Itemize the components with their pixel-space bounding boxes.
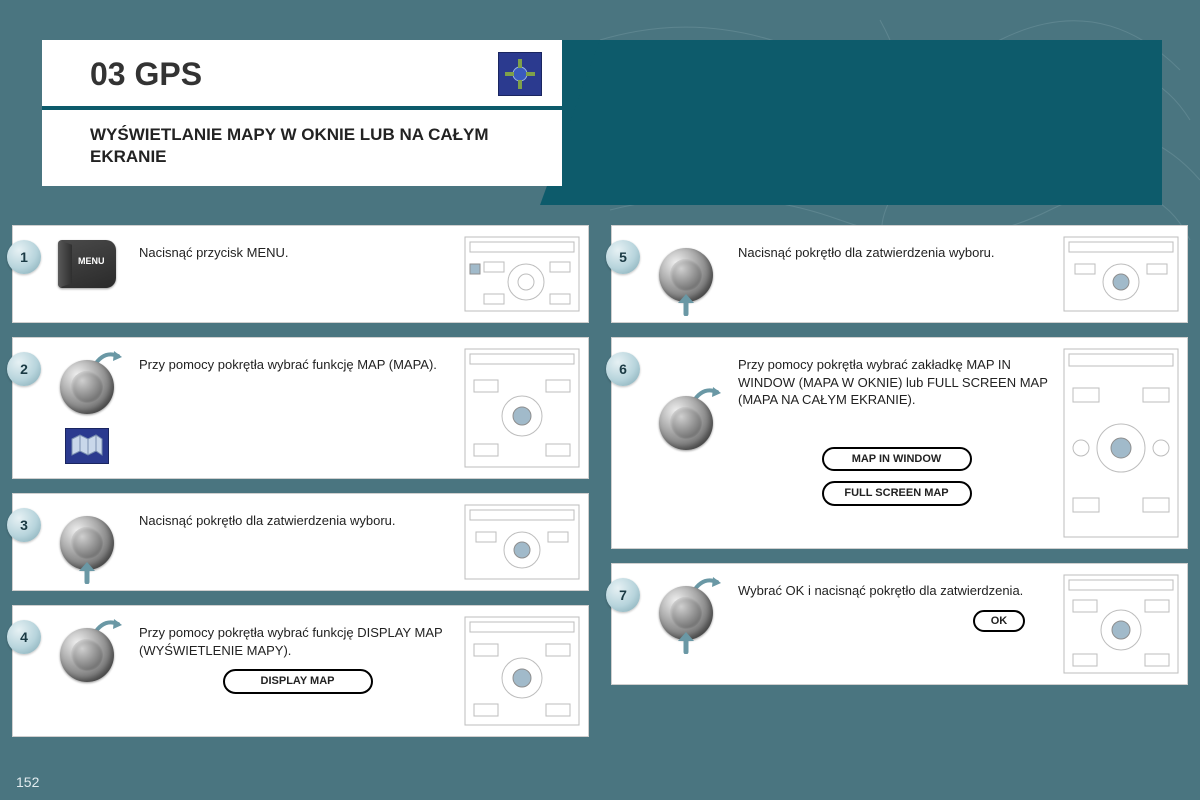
step-number: 3 [7, 508, 41, 542]
step-text: Wybrać OK i nacisnąć pokrętło dla zatwie… [732, 574, 1063, 636]
left-column: 1 MENU Nacisnąć przycisk MENU. [12, 225, 589, 737]
press-arrow-icon [76, 560, 98, 584]
step-number: 6 [606, 352, 640, 386]
menu-button-icon: MENU [58, 240, 116, 288]
step-number: 2 [7, 352, 41, 386]
control-panel-thumb [1063, 236, 1179, 312]
step-text: Przy pomocy pokrętła wybrać zakładkę MAP… [732, 348, 1063, 510]
step-4: 4 Przy pomocy pokrętła wybrać funkcję DI… [12, 605, 589, 737]
step-text-content: Nacisnąć pokrętło dla zatwierdzenia wybo… [738, 244, 1055, 262]
header-teal-panel [562, 40, 1162, 205]
step-number: 5 [606, 240, 640, 274]
step-text: Przy pomocy pokrętła wybrać funkcję MAP … [133, 348, 464, 378]
control-panel-thumb [464, 236, 580, 312]
control-panel-thumb [1063, 574, 1179, 674]
step-icon [640, 236, 732, 310]
knob-icon [60, 360, 114, 414]
menu-button-label: MENU [78, 256, 105, 266]
map-chip-icon [65, 428, 109, 464]
step-icon [640, 348, 732, 458]
step-2: 2 Przy pomocy pokrętła wybra [12, 337, 589, 479]
step-text-content: Wybrać OK i nacisnąć pokrętło dla zatwie… [738, 582, 1055, 600]
header-block: 03 GPS WYŚWIETLANIE MAPY W OKNIE LUB NA … [42, 40, 562, 186]
section-subtitle: WYŚWIETLANIE MAPY W OKNIE LUB NA CAŁYM E… [42, 110, 562, 186]
step-icon [640, 574, 732, 648]
step-icon [41, 504, 133, 578]
step-6: 6 Przy pomocy pokrętła wybrać zakładkę M… [611, 337, 1188, 549]
section-title: 03 GPS [90, 56, 498, 93]
option-pill: OK [973, 610, 1025, 633]
press-arrow-icon [675, 630, 697, 654]
step-1: 1 MENU Nacisnąć przycisk MENU. [12, 225, 589, 323]
step-7: 7 Wybrać OK i nacisnąć pokrętło dla zatw… [611, 563, 1188, 685]
step-text: Przy pomocy pokrętła wybrać funkcję DISP… [133, 616, 464, 698]
step-icon [41, 616, 133, 690]
step-icon: MENU [41, 236, 133, 288]
step-text: Nacisnąć pokrętło dla zatwierdzenia wybo… [732, 236, 1063, 266]
right-column: 5 Nacisnąć pokrętło dla zatwierdzenia wy… [611, 225, 1188, 737]
step-text: Nacisnąć przycisk MENU. [133, 236, 464, 266]
step-text-content: Przy pomocy pokrętła wybrać zakładkę MAP… [738, 356, 1055, 409]
steps-columns: 1 MENU Nacisnąć przycisk MENU. [12, 225, 1188, 737]
step-number: 7 [606, 578, 640, 612]
page-number: 152 [16, 774, 39, 790]
press-arrow-icon [675, 292, 697, 316]
control-panel-thumb [464, 616, 580, 726]
step-3: 3 Nacisnąć pokrętło dla zatwierdzenia wy… [12, 493, 589, 591]
step-5: 5 Nacisnąć pokrętło dla zatwierdzenia wy… [611, 225, 1188, 323]
step-text-content: Nacisnąć przycisk MENU. [139, 244, 456, 262]
option-pill: DISPLAY MAP [223, 669, 373, 694]
step-text-content: Przy pomocy pokrętła wybrać funkcję DISP… [139, 624, 456, 659]
step-text-content: Przy pomocy pokrętła wybrać funkcję MAP … [139, 356, 456, 374]
knob-icon [659, 396, 713, 450]
control-panel-thumb [1063, 348, 1179, 538]
control-panel-thumb [464, 348, 580, 468]
gps-intersection-icon [498, 52, 542, 96]
knob-icon [60, 628, 114, 682]
control-panel-thumb [464, 504, 580, 580]
header-title-row: 03 GPS [42, 40, 562, 110]
step-icon [41, 348, 133, 464]
option-pill: FULL SCREEN MAP [822, 481, 972, 506]
step-number: 1 [7, 240, 41, 274]
step-text: Nacisnąć pokrętło dla zatwierdzenia wybo… [133, 504, 464, 534]
step-text-content: Nacisnąć pokrętło dla zatwierdzenia wybo… [139, 512, 456, 530]
step-number: 4 [7, 620, 41, 654]
option-pill: MAP IN WINDOW [822, 447, 972, 472]
